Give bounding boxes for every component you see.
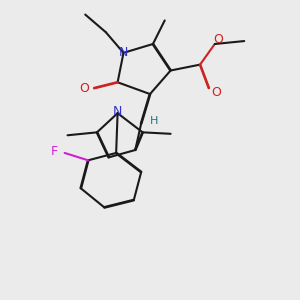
Text: N: N [113, 105, 122, 118]
Text: N: N [119, 46, 128, 59]
Text: O: O [213, 33, 223, 46]
Text: O: O [211, 86, 221, 99]
Text: F: F [51, 145, 58, 158]
Text: O: O [79, 82, 89, 95]
Text: H: H [150, 116, 159, 126]
